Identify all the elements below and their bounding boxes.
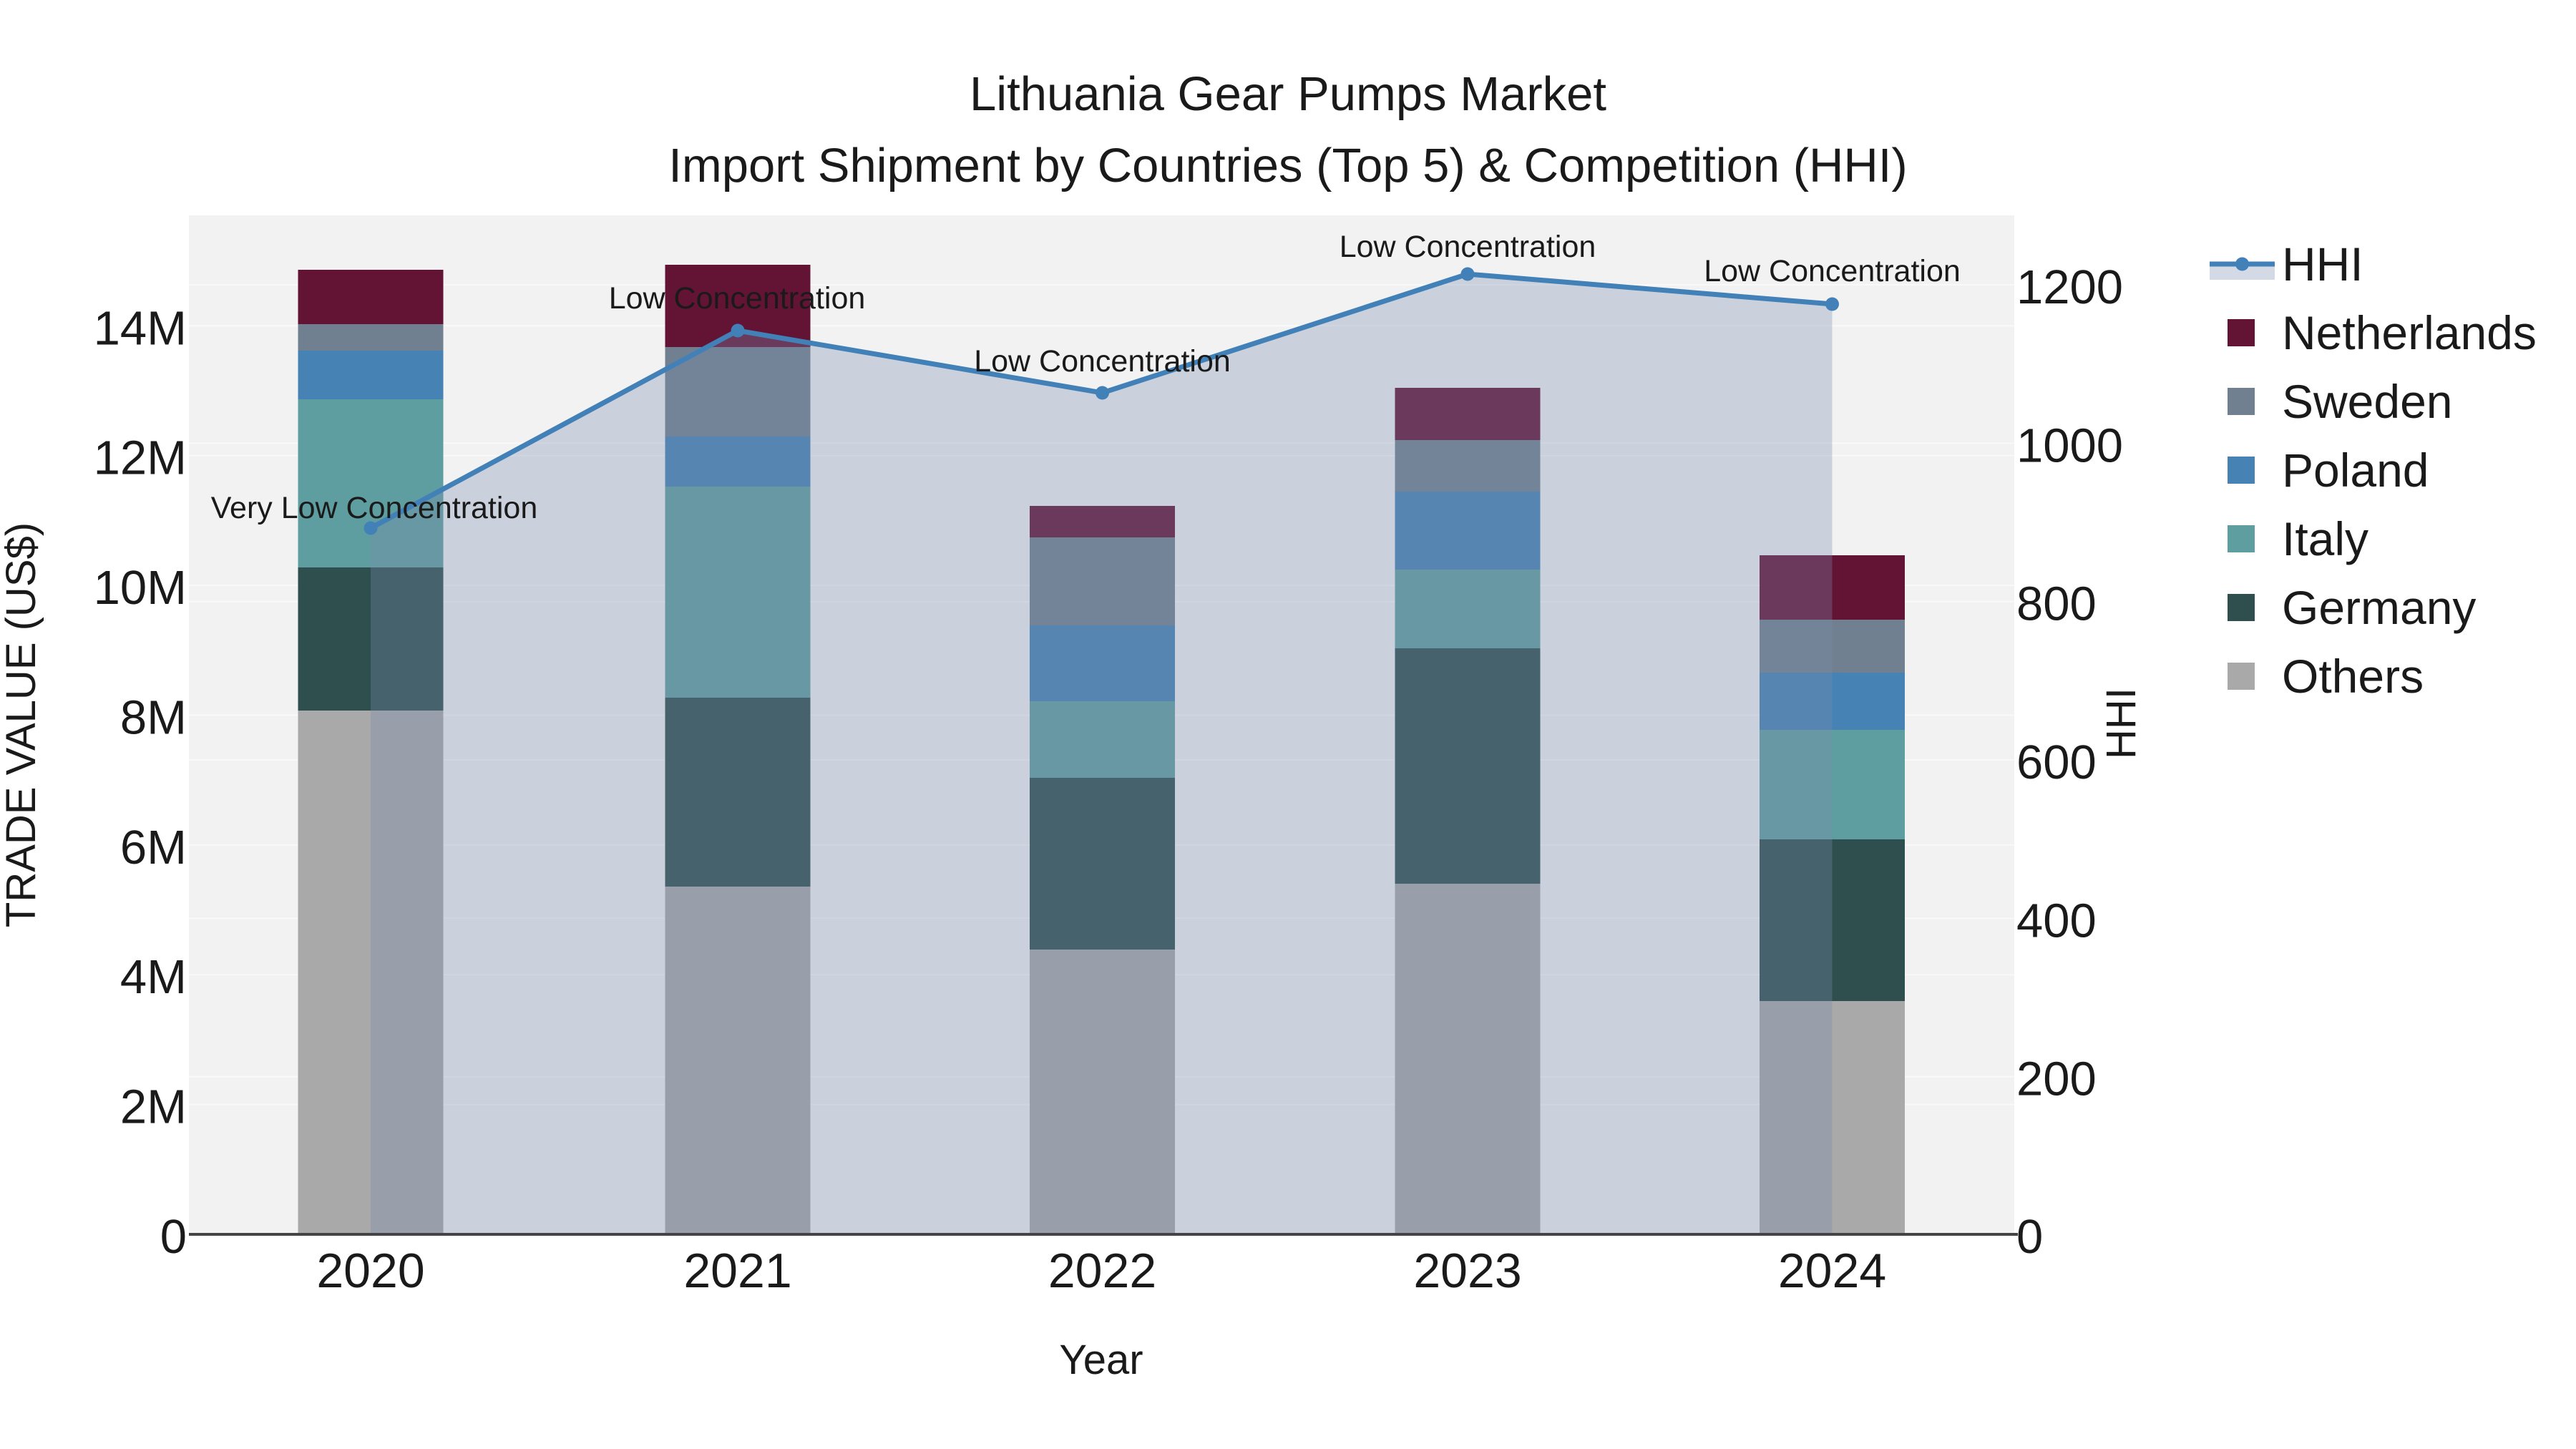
svg-text:Low Concentration: Low Concentration — [1704, 254, 1961, 288]
svg-text:8M: 8M — [120, 691, 187, 745]
svg-text:600: 600 — [2016, 736, 2097, 789]
svg-text:400: 400 — [2016, 894, 2097, 947]
svg-text:Sweden: Sweden — [2282, 375, 2453, 428]
svg-text:1000: 1000 — [2016, 419, 2123, 472]
svg-text:1200: 1200 — [2016, 260, 2123, 314]
svg-text:4M: 4M — [120, 950, 187, 1004]
svg-text:HHI: HHI — [2282, 238, 2363, 291]
svg-text:0: 0 — [2016, 1210, 2043, 1264]
svg-text:Italy: Italy — [2282, 512, 2368, 565]
svg-text:TRADE VALUE (US$): TRADE VALUE (US$) — [0, 522, 44, 927]
svg-text:Import Shipment by Countries (: Import Shipment by Countries (Top 5) & C… — [668, 139, 1907, 192]
svg-text:0: 0 — [160, 1210, 187, 1264]
svg-text:800: 800 — [2016, 577, 2097, 631]
svg-text:2024: 2024 — [1778, 1244, 1886, 1298]
svg-text:2021: 2021 — [683, 1244, 791, 1298]
svg-text:Year: Year — [1059, 1337, 1143, 1383]
svg-text:Germany: Germany — [2282, 581, 2476, 634]
svg-text:2M: 2M — [120, 1080, 187, 1134]
svg-text:2022: 2022 — [1048, 1244, 1156, 1298]
svg-text:2023: 2023 — [1413, 1244, 1521, 1298]
svg-text:6M: 6M — [120, 821, 187, 874]
svg-text:Low Concentration: Low Concentration — [974, 344, 1231, 379]
svg-text:14M: 14M — [94, 301, 187, 355]
svg-text:Very Low Concentration: Very Low Concentration — [211, 491, 538, 525]
svg-text:Netherlands: Netherlands — [2282, 306, 2537, 359]
svg-text:HHI: HHI — [2098, 688, 2145, 759]
svg-text:2020: 2020 — [316, 1244, 424, 1298]
svg-text:Low Concentration: Low Concentration — [609, 281, 866, 316]
svg-text:Lithuania Gear Pumps Market: Lithuania Gear Pumps Market — [970, 67, 1606, 121]
svg-text:Low Concentration: Low Concentration — [1340, 230, 1596, 264]
svg-text:Poland: Poland — [2282, 444, 2429, 497]
svg-text:Others: Others — [2282, 650, 2424, 703]
svg-text:200: 200 — [2016, 1053, 2097, 1106]
svg-text:10M: 10M — [94, 561, 187, 615]
svg-text:12M: 12M — [94, 431, 187, 485]
